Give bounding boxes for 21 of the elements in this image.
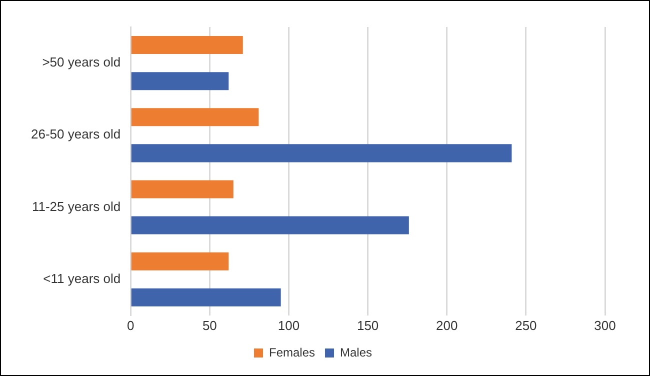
- y-tick-label: 26-50 years old: [30, 126, 121, 142]
- x-tick-label: 50: [202, 318, 217, 333]
- bar: [131, 36, 243, 54]
- x-tick-label: 300: [594, 318, 616, 333]
- y-tick-label: >50 years old: [42, 54, 121, 70]
- y-tick-label: 11-25 years old: [32, 198, 121, 214]
- legend-label: Females: [268, 345, 316, 360]
- x-tick-label: 100: [278, 318, 300, 333]
- bar: [131, 288, 281, 306]
- bar: [131, 144, 512, 162]
- x-tick-label: 250: [515, 318, 537, 333]
- x-tick-label: 200: [436, 318, 458, 333]
- bar: [131, 216, 409, 234]
- bar: [131, 72, 229, 90]
- x-tick-label: 150: [356, 318, 379, 333]
- legend-label: Males: [340, 345, 372, 360]
- y-tick-label: <11 years old: [43, 270, 121, 286]
- bar: [131, 108, 259, 126]
- x-tick-label: 0: [126, 318, 134, 333]
- bar: [131, 180, 234, 198]
- bar: [131, 252, 229, 270]
